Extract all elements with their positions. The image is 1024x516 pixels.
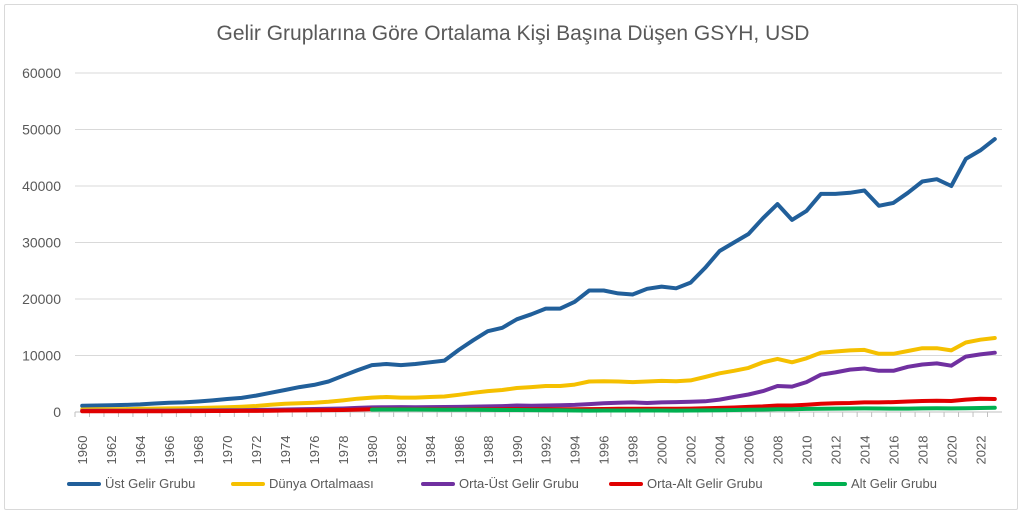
legend-label: Dünya Ortalmaası (269, 476, 374, 491)
x-tick-label: 1978 (336, 436, 351, 465)
legend-label: Orta-Üst Gelir Grubu (459, 476, 579, 491)
x-tick-label: 2022 (973, 436, 988, 465)
series-line-1 (80, 137, 997, 408)
series-line-5 (369, 405, 997, 413)
x-tick-label: 1962 (104, 436, 119, 465)
x-tick-label: 1964 (133, 436, 148, 465)
y-tick-label: 10000 (22, 348, 61, 364)
y-tick-label: 20000 (22, 291, 61, 307)
x-tick-label: 1976 (307, 436, 322, 465)
x-tick-label: 1986 (452, 436, 467, 465)
x-tick-label: 2018 (915, 436, 930, 465)
x-tick-label: 1972 (249, 436, 264, 465)
x-tick-label: 1992 (539, 436, 554, 465)
x-tick-label: 1998 (626, 436, 641, 465)
x-tick-label: 2014 (857, 436, 872, 465)
x-tick-label: 2004 (713, 436, 728, 465)
x-tick-label: 1968 (191, 436, 206, 465)
x-tick-label: 2016 (886, 436, 901, 465)
chart-title: Gelir Gruplarına Göre Ortalama Kişi Başı… (217, 22, 810, 45)
chart-frame: Gelir Gruplarına Göre Ortalama Kişi Başı… (4, 4, 1018, 510)
x-tick-label: 1982 (394, 436, 409, 465)
x-tick-label: 2006 (742, 436, 757, 465)
y-tick-label: 30000 (22, 235, 61, 251)
x-tick-label: 1974 (278, 436, 293, 465)
x-tick-label: 1994 (568, 436, 583, 465)
x-tick-label: 2012 (828, 436, 843, 465)
x-tick-label: 1960 (75, 436, 90, 465)
series-line-2 (80, 336, 997, 412)
y-tick-label: 50000 (22, 122, 61, 138)
legend-label: Üst Gelir Grubu (105, 476, 195, 491)
y-tick-label: 40000 (22, 178, 61, 194)
x-tick-label: 1970 (220, 436, 235, 465)
x-tick-label: 1996 (597, 436, 612, 465)
y-tick-label: 60000 (22, 65, 61, 81)
x-tick-label: 2000 (655, 436, 670, 465)
x-tick-label: 2002 (684, 436, 699, 465)
x-tick-label: 1988 (481, 436, 496, 465)
legend-label: Alt Gelir Grubu (851, 476, 937, 491)
x-tick-label: 1984 (423, 436, 438, 465)
x-tick-label: 2008 (770, 436, 785, 465)
legend-label: Orta-Alt Gelir Grubu (647, 476, 763, 491)
x-tick-label: 1966 (162, 436, 177, 465)
x-tick-label: 1980 (365, 436, 380, 465)
x-tick-label: 2020 (944, 436, 959, 465)
line-chart: Gelir Gruplarına Göre Ortalama Kişi Başı… (22, 22, 1002, 491)
x-tick-label: 2010 (799, 436, 814, 465)
y-tick-label: 0 (53, 404, 61, 420)
x-tick-label: 1990 (510, 436, 525, 465)
